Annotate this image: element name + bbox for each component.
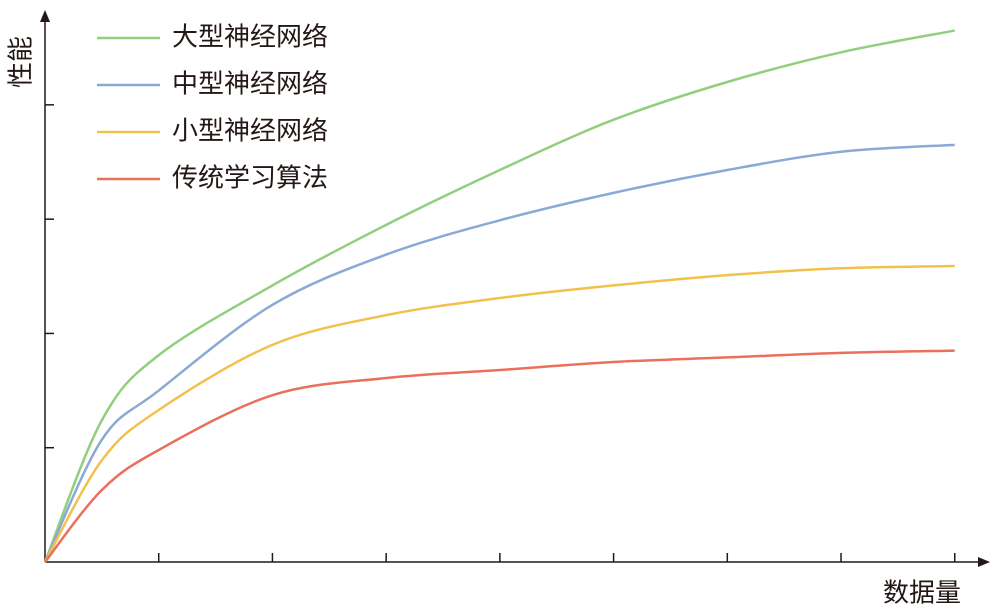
series-line [43,143,955,563]
legend-label: 中型神经网络 [172,70,328,100]
y-axis-label: 性能 [7,36,37,88]
x-axis-label: 数据量 [883,579,961,609]
y-axis-arrow [40,10,50,22]
series-line [44,349,955,563]
legend-label: 传统学习算法 [172,164,328,194]
x-axis-arrow [978,557,990,567]
series-line [43,29,955,563]
legend-label: 小型神经网络 [172,117,328,147]
series-line [43,264,955,563]
legend-label: 大型神经网络 [172,23,328,53]
